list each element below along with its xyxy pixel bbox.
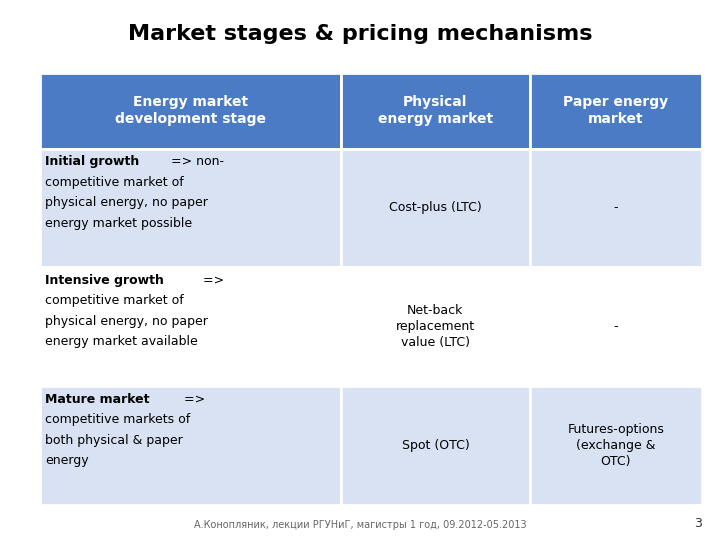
Text: Physical
energy market: Physical energy market bbox=[378, 95, 493, 126]
Text: both physical & paper: both physical & paper bbox=[45, 434, 183, 447]
Text: energy: energy bbox=[45, 454, 89, 467]
Text: Cost-plus (LTC): Cost-plus (LTC) bbox=[389, 201, 482, 214]
Bar bbox=[341, 148, 530, 267]
Text: -: - bbox=[613, 201, 618, 214]
Text: Mature market: Mature market bbox=[45, 393, 150, 406]
Bar bbox=[530, 73, 702, 148]
Text: competitive market of: competitive market of bbox=[45, 294, 184, 307]
Text: =>: => bbox=[199, 274, 224, 287]
Bar bbox=[341, 73, 530, 148]
Text: 3: 3 bbox=[694, 517, 702, 530]
Text: => non-: => non- bbox=[167, 155, 224, 168]
Text: energy market possible: energy market possible bbox=[45, 217, 192, 230]
Text: Futures-options
(exchange &
OTC): Futures-options (exchange & OTC) bbox=[567, 423, 665, 468]
Bar bbox=[530, 267, 702, 386]
Text: Spot (OTC): Spot (OTC) bbox=[402, 439, 469, 452]
Text: Energy market
development stage: Energy market development stage bbox=[114, 95, 266, 126]
Bar bbox=[40, 73, 341, 148]
Bar bbox=[40, 267, 341, 386]
Text: А.Конопляник, лекции РГУНиГ, магистры 1 год, 09.2012-05.2013: А.Конопляник, лекции РГУНиГ, магистры 1 … bbox=[194, 520, 526, 530]
Bar bbox=[40, 148, 341, 267]
Text: -: - bbox=[613, 320, 618, 333]
Text: Initial growth: Initial growth bbox=[45, 155, 140, 168]
Text: competitive markets of: competitive markets of bbox=[45, 413, 191, 426]
Text: energy market available: energy market available bbox=[45, 335, 198, 348]
Text: Paper energy
market: Paper energy market bbox=[563, 95, 668, 126]
Bar bbox=[530, 386, 702, 505]
Bar bbox=[530, 148, 702, 267]
Text: Net-back
replacement
value (LTC): Net-back replacement value (LTC) bbox=[396, 304, 475, 349]
Bar bbox=[341, 267, 530, 386]
Bar bbox=[40, 386, 341, 505]
Text: =>: => bbox=[180, 393, 205, 406]
Bar bbox=[341, 386, 530, 505]
Text: physical energy, no paper: physical energy, no paper bbox=[45, 315, 208, 328]
Text: Market stages & pricing mechanisms: Market stages & pricing mechanisms bbox=[127, 24, 593, 44]
Text: competitive market of: competitive market of bbox=[45, 176, 184, 188]
Text: physical energy, no paper: physical energy, no paper bbox=[45, 196, 208, 209]
Text: Intensive growth: Intensive growth bbox=[45, 274, 164, 287]
